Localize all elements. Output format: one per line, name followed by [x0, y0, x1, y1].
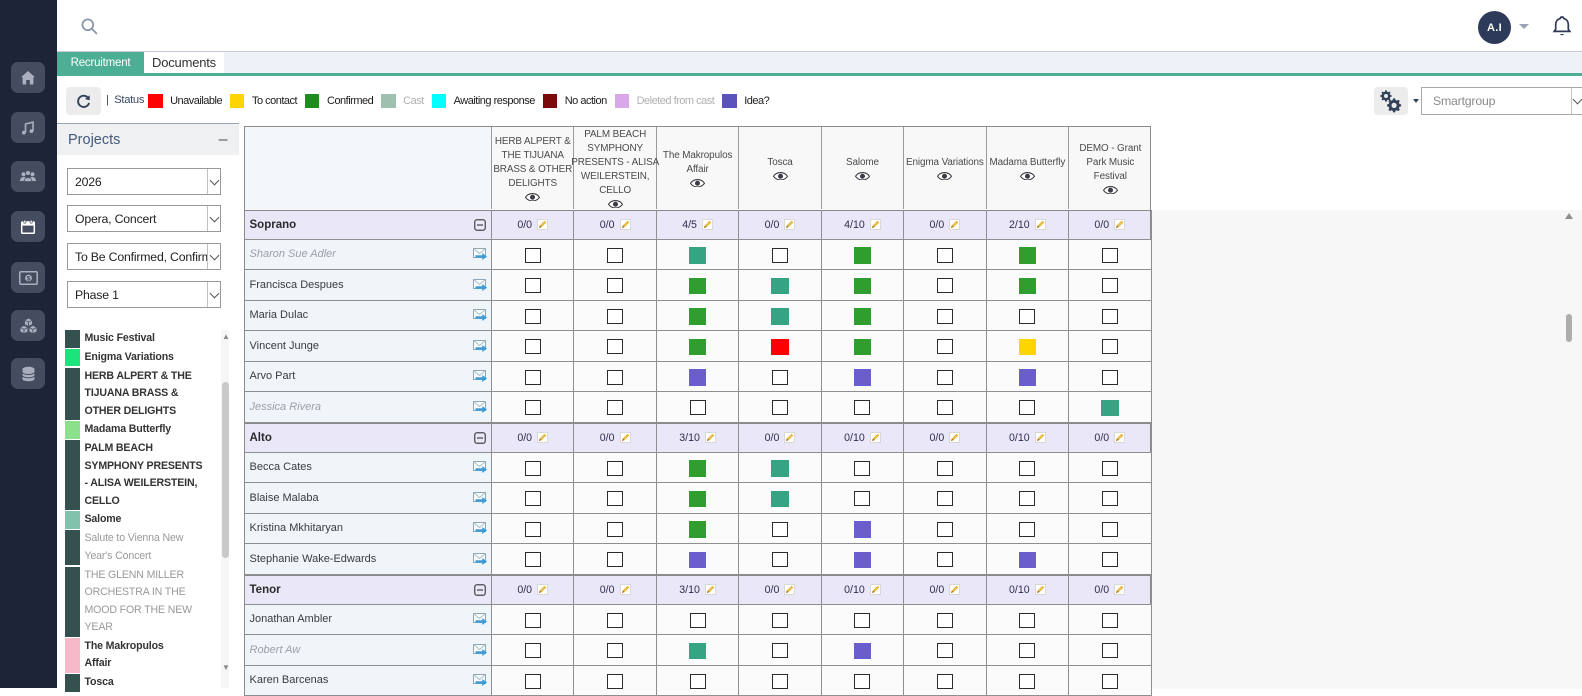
svg-text:$: $ — [26, 275, 30, 282]
